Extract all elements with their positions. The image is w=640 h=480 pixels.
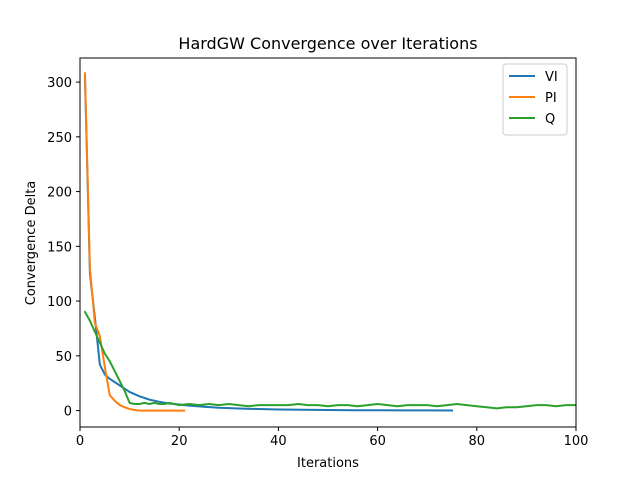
- chart-title: HardGW Convergence over Iterations: [178, 34, 477, 53]
- legend-label-vi: VI: [545, 70, 558, 85]
- axes: 0 20 40 60 80 100 0 50 100 150 200 250 300: [47, 57, 589, 449]
- y-tick-label: 150: [47, 240, 72, 255]
- y-tick-label: 100: [47, 295, 72, 310]
- plot-area: [83, 72, 576, 412]
- y-tick-label: 250: [47, 131, 72, 146]
- x-tick-label: 40: [270, 434, 287, 449]
- y-tick-label: 300: [47, 76, 72, 91]
- axes-frame: [79, 57, 577, 428]
- y-tick-label: 0: [64, 405, 72, 420]
- legend-label-q: Q: [545, 112, 555, 127]
- x-tick-label: 0: [76, 434, 84, 449]
- legend-label-pi: PI: [545, 91, 557, 106]
- series-line-q: [83, 310, 576, 410]
- legend: VI PI Q: [502, 63, 568, 136]
- x-tick-label: 20: [171, 434, 188, 449]
- x-axis-label: Iterations: [297, 456, 359, 471]
- y-tick-label: 50: [55, 350, 72, 365]
- y-axis-label: Convergence Delta: [24, 181, 39, 306]
- x-tick-label: 80: [469, 434, 486, 449]
- x-tick-label: 60: [369, 434, 386, 449]
- x-tick-label: 100: [564, 434, 589, 449]
- y-tick-label: 200: [47, 186, 72, 201]
